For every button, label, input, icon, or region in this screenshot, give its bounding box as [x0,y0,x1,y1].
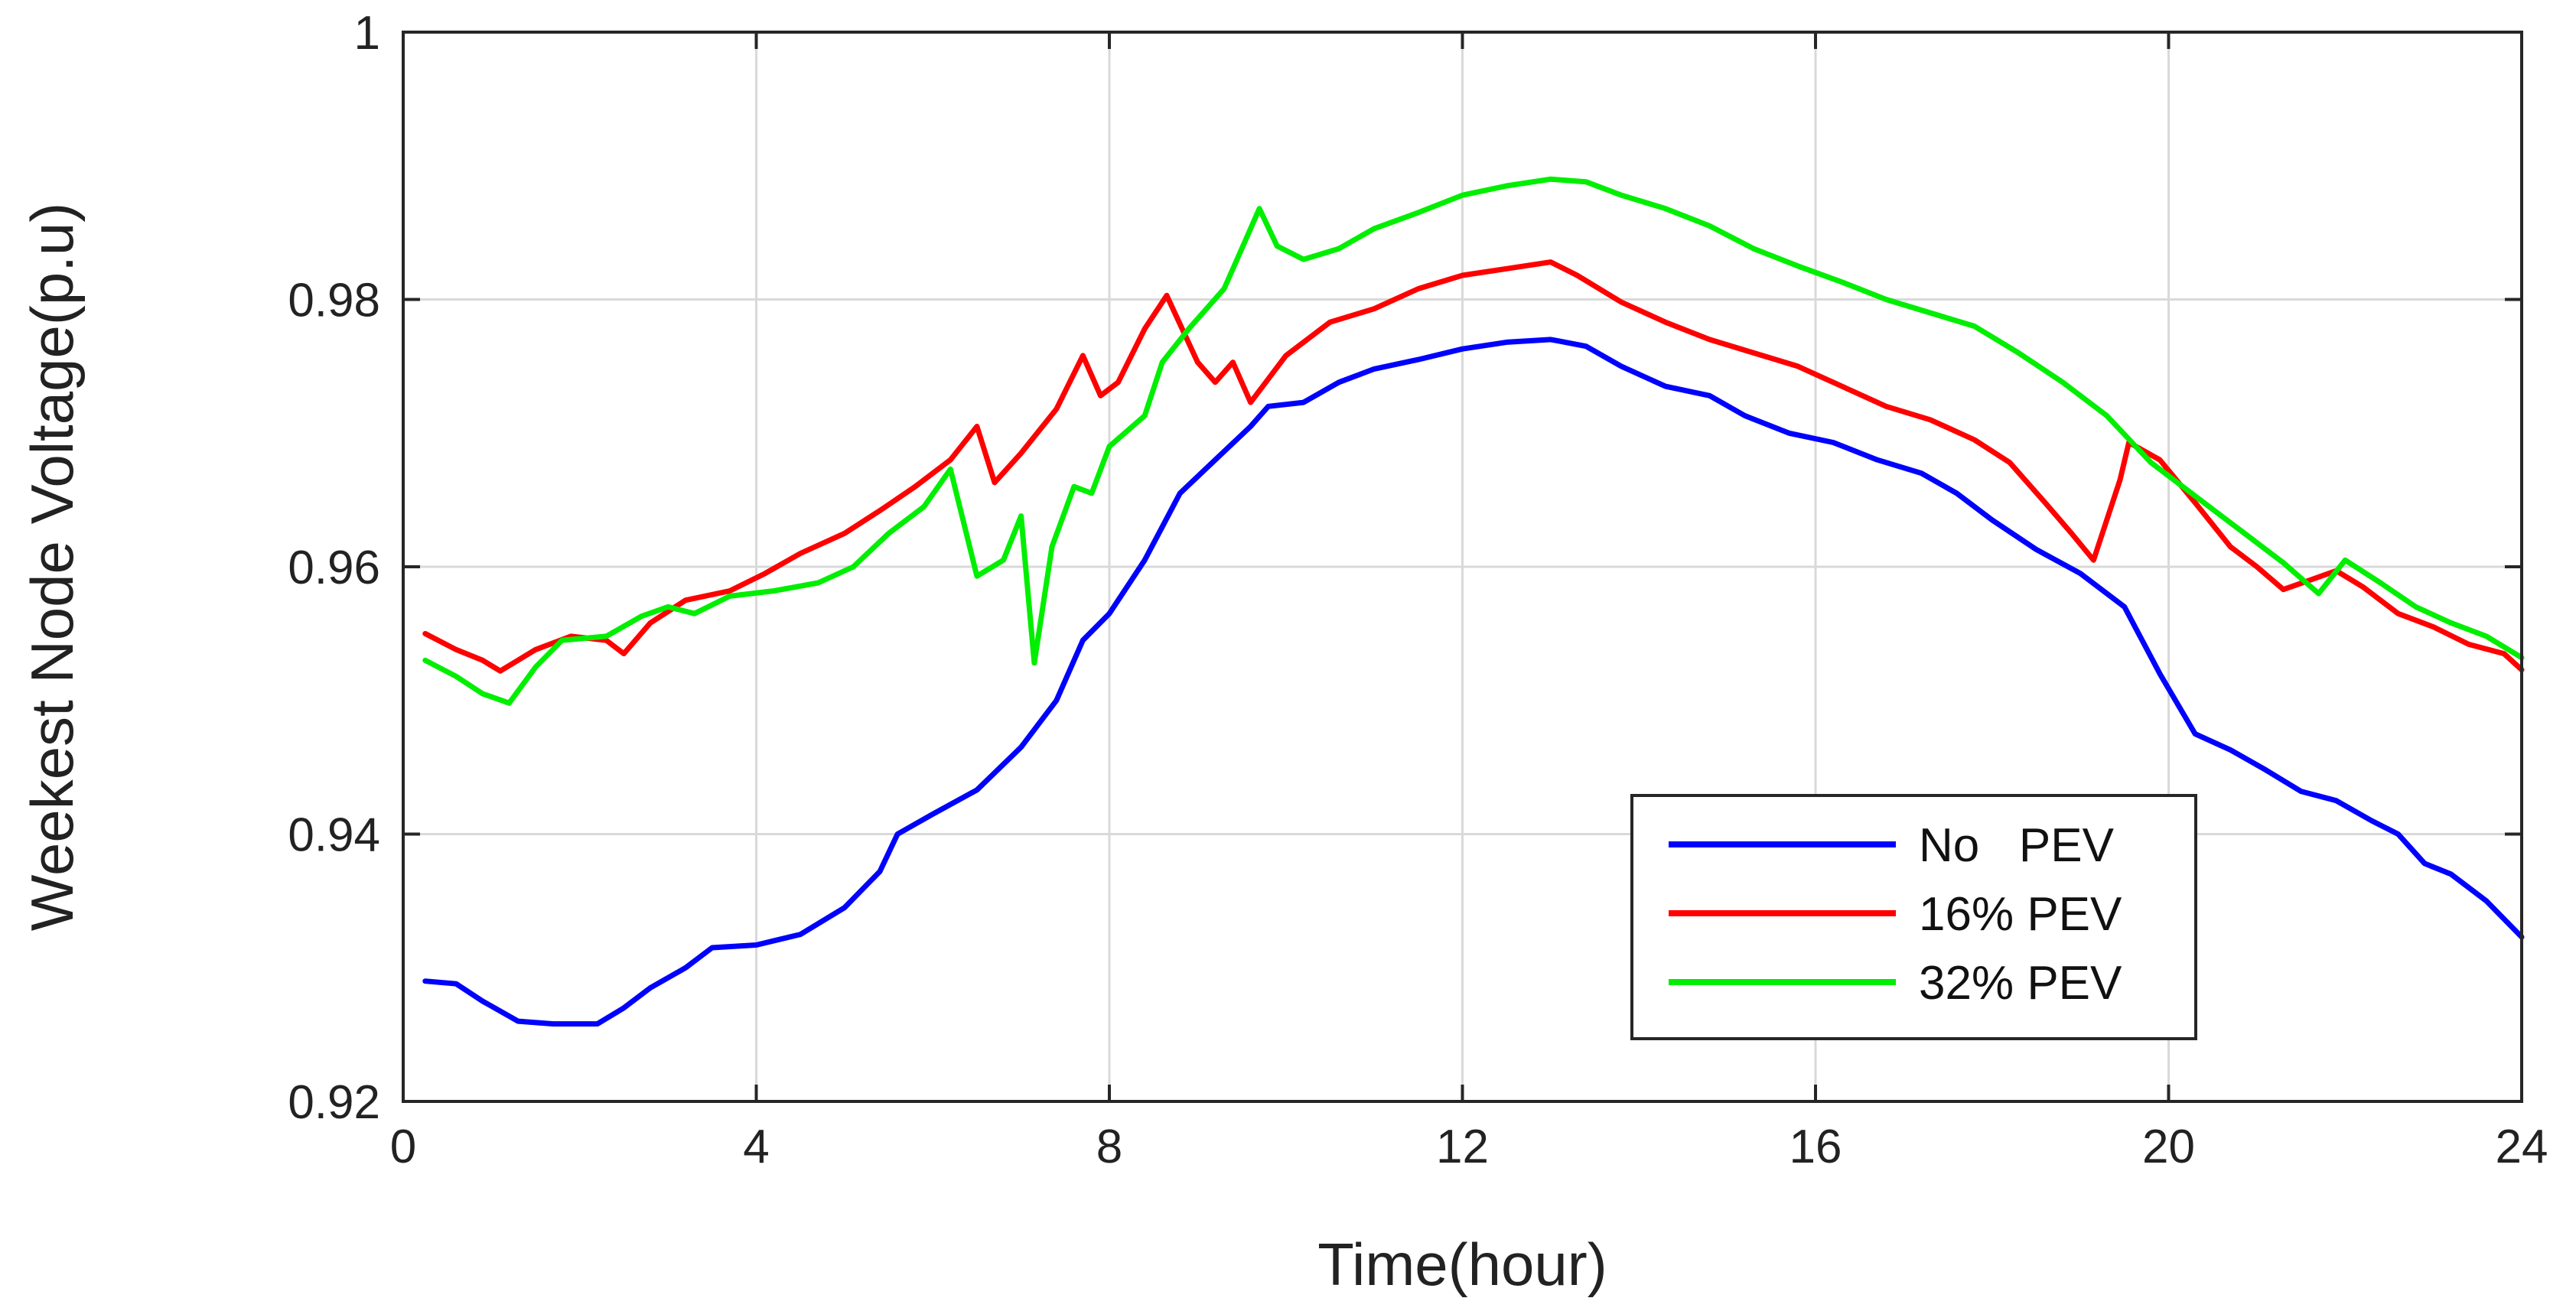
y-tick-label: 0.96 [288,542,380,594]
y-tick-label: 1 [354,7,380,60]
series-line-0 [422,337,2525,1027]
legend-label-no-pev: No PEV [1919,819,2115,872]
x-tick-label: 0 [390,1121,416,1173]
y-tick-label: 0.98 [288,275,380,327]
legend-label-16-pev: 16% PEV [1919,888,2122,941]
y-tick-label: 0.92 [288,1076,380,1129]
axis-ticks: 0 4 8 12 16 20 24 0.92 0.94 0.96 0.98 1 [288,7,2548,1173]
y-axis-label: Weekest Node Voltage(p.u) [18,203,86,931]
x-tick-label: 16 [1790,1121,1842,1173]
y-tick-label: 0.94 [288,809,380,862]
series-lines [422,176,2525,1027]
legend-label-32-pev: 32% PEV [1919,957,2122,1010]
series-line-2 [422,176,2525,706]
legend: No PEV 16% PEV 32% PEV [1630,794,2197,1040]
x-tick-label: 12 [1436,1121,1489,1173]
x-axis-label: Time(hour) [1317,1231,1607,1298]
x-tick-label: 4 [743,1121,769,1173]
series-line-1 [422,259,2525,674]
x-tick-label: 8 [1096,1121,1122,1173]
x-tick-label: 24 [2496,1121,2548,1173]
x-tick-label: 20 [2142,1121,2195,1173]
legend-box [1630,794,2197,1040]
grid [403,32,2522,1101]
